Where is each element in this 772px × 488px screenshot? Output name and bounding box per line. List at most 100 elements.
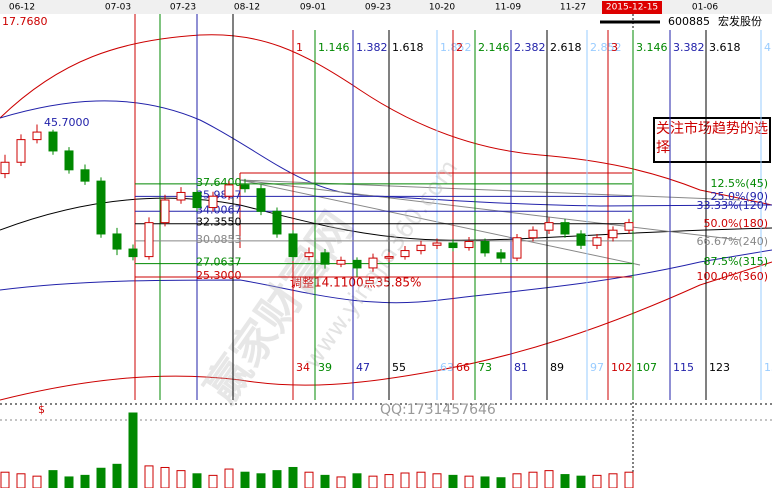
callout-box (653, 117, 771, 163)
volume-bar (352, 473, 362, 488)
volume-bar (48, 470, 58, 488)
candle-body (64, 150, 74, 171)
candle-body (208, 195, 218, 209)
date-label: 07-23 (170, 3, 196, 13)
date-bar (0, 0, 772, 14)
candle-body (256, 188, 266, 212)
fib-ratio: 1 (296, 41, 303, 54)
indicator-lines (0, 34, 772, 401)
day-count: 63 (440, 361, 454, 374)
fib-ratio: 2.382 (514, 41, 546, 54)
fib-ratio: 1.382 (356, 41, 388, 54)
gann-label: 25.0%(90) (710, 190, 768, 203)
callout: 关注市场趋势的选择 (656, 121, 768, 156)
lower-band (0, 261, 772, 401)
gann-fan (239, 179, 741, 266)
candle-body (272, 210, 282, 235)
volume-bar (240, 471, 250, 488)
volume-bar (32, 475, 42, 488)
peak-label: 45.7000 (44, 116, 90, 129)
gann-label: 33.33%(120) (696, 199, 768, 212)
date-label: 09-01 (300, 3, 326, 13)
candle-body (240, 184, 250, 190)
fib-ratio: 3.146 (636, 41, 668, 54)
volume-bar (16, 473, 26, 488)
volume-bar (192, 473, 202, 488)
price-level-label: 35.9867 (196, 188, 242, 201)
day-count: 97 (590, 361, 604, 374)
volume-bar (368, 475, 378, 488)
candle-body (128, 248, 138, 258)
date-label: 07-03 (105, 3, 131, 13)
candle-body (80, 169, 90, 182)
volume-bar (496, 477, 506, 488)
volume-bar (272, 470, 282, 488)
day-count: 89 (550, 361, 564, 374)
day-count: 39 (318, 361, 332, 374)
volume-bar (0, 471, 10, 488)
candle-body (560, 222, 570, 235)
date-label: 2015-12-15 (606, 3, 658, 13)
fib-ratio: 1.146 (318, 41, 350, 54)
candle-body (432, 242, 442, 246)
volume-bar (304, 471, 314, 488)
day-count: 73 (478, 361, 492, 374)
day-count: 107 (636, 361, 657, 374)
upper-band (0, 34, 772, 206)
price-level-label: 34.0067 (196, 203, 242, 216)
candle-body (608, 229, 618, 239)
date-label: 08-12 (234, 3, 260, 13)
volume-bar (224, 468, 234, 488)
range-box (239, 172, 632, 248)
volume-bar (432, 473, 442, 488)
candle-body (336, 259, 346, 265)
day-count: 102 (611, 361, 632, 374)
day-count: 47 (356, 361, 370, 374)
volume-bar (112, 463, 122, 488)
candle-body (544, 222, 554, 231)
date-label: 09-23 (365, 3, 391, 13)
fib-ratio: 2.852 (590, 41, 622, 54)
date-label: 01-06 (692, 3, 718, 13)
stock-name: 宏发股份 (718, 14, 762, 28)
volume-bar (624, 471, 634, 488)
price-level-label: 25.3000 (196, 269, 242, 282)
price-level-label: 30.0853 (196, 233, 242, 246)
volume-bar (576, 475, 586, 488)
ma-line (0, 197, 772, 241)
volume-bar (160, 466, 170, 488)
candle-body (400, 250, 410, 258)
date-label: 11-09 (495, 3, 521, 13)
candle-body (16, 139, 26, 163)
volume-bar (544, 470, 554, 488)
date-label: 06-12 (9, 3, 35, 13)
volume-bar (480, 476, 490, 488)
candle-body (496, 252, 506, 259)
volume-bar (608, 473, 618, 488)
volume-bar (320, 474, 330, 488)
ma-line (0, 249, 772, 304)
date-highlight (602, 1, 662, 14)
gann-label: 50.0%(180) (703, 217, 768, 230)
fib-ratio: 1.852 (440, 41, 472, 54)
gann-label: 100.0%(360) (696, 270, 768, 283)
price-level-label: 37.6400 (196, 176, 242, 189)
volume-bar (256, 473, 266, 488)
candle-body (48, 131, 58, 152)
fib-ratio: 3.382 (673, 41, 705, 54)
volume-bar (464, 475, 474, 488)
volume-bar (384, 474, 394, 488)
volume-bar (96, 467, 106, 488)
fib-ratio: 2 (456, 41, 463, 54)
candle-body (160, 199, 170, 224)
day-count: 66 (456, 361, 470, 374)
day-count: 115 (673, 361, 694, 374)
fib-ratio: 4 (764, 41, 771, 54)
min-label: 17.7680 (2, 15, 48, 28)
volume-bar (528, 471, 538, 488)
price-level-label: 32.3550 (196, 216, 242, 229)
candle-body (144, 222, 154, 258)
candle-body (448, 242, 458, 249)
volume-bar (592, 474, 602, 488)
